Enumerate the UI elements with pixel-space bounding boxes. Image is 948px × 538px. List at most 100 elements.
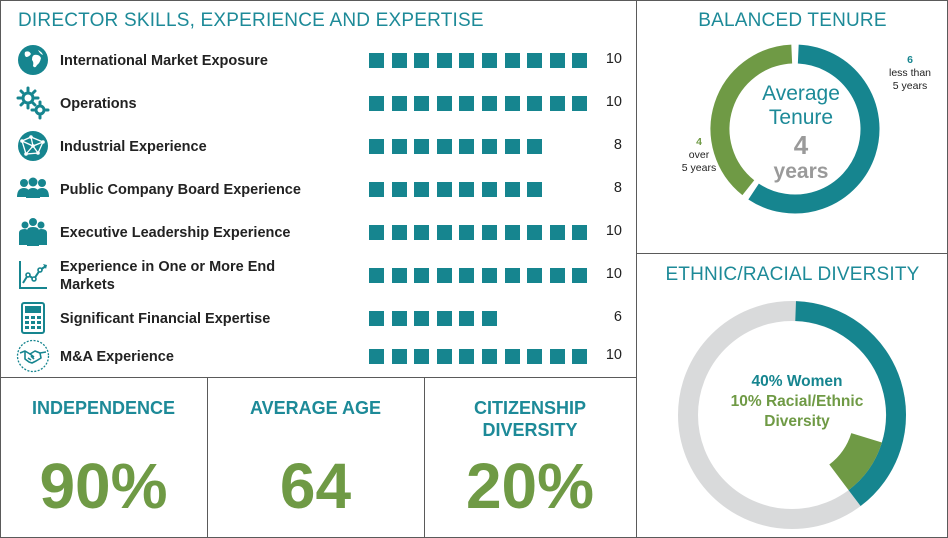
skills-panel: DIRECTOR SKILLS, EXPERIENCE AND EXPERTIS… <box>0 0 636 377</box>
diversity-panel: ETHNIC/RACIAL DIVERSITY 40% Women 10% Ra… <box>637 254 948 538</box>
skill-label: Operations <box>60 96 137 112</box>
skill-bar-unit <box>414 139 430 154</box>
skill-row: Operations 10 <box>14 83 628 123</box>
skill-bar-unit <box>527 268 543 283</box>
skill-bar-unit <box>504 96 520 111</box>
skill-bar <box>369 139 599 154</box>
skill-label: Industrial Experience <box>60 139 207 155</box>
skill-bar-unit <box>459 225 475 240</box>
skill-bar-unit <box>459 349 475 364</box>
skill-bar-unit <box>436 53 452 68</box>
tenure-title: BALANCED TENURE <box>698 10 887 31</box>
skill-bar-unit <box>391 182 407 197</box>
tenure-label-over-line1: over <box>688 149 710 161</box>
skill-bar-unit <box>527 139 543 154</box>
leadership-icon <box>16 215 50 249</box>
diversity-women-label: 40% Women <box>751 373 843 390</box>
skill-label: Experience in One or More End Markets <box>60 259 276 293</box>
skill-bar-unit <box>414 225 430 240</box>
skill-bar-unit <box>391 96 407 111</box>
diversity-title: ETHNIC/RACIAL DIVERSITY <box>665 264 920 285</box>
skill-bar-unit <box>369 182 384 197</box>
divider-stat-1 <box>207 377 208 538</box>
tenure-panel: BALANCED TENURE Average Tenure 4 years 6… <box>637 0 948 253</box>
skill-bar-unit <box>414 53 430 68</box>
skill-bar-unit <box>391 225 407 240</box>
skill-bar-unit <box>459 53 475 68</box>
skill-row: Significant Financial Expertise 6 <box>14 298 628 338</box>
independence-value: 90% <box>39 450 168 522</box>
skill-bar-unit <box>369 225 384 240</box>
skill-bar-unit <box>549 225 565 240</box>
skill-bar-unit <box>459 311 475 326</box>
divider-skills-bottom <box>0 377 636 378</box>
average-age-value: 64 <box>279 450 352 522</box>
citizenship-panel: CITIZENSHIP DIVERSITY 20% <box>424 377 636 538</box>
skill-row: M&A Experience 10 <box>14 336 628 376</box>
skill-label: Executive Leadership Experience <box>60 225 291 241</box>
skill-bar-unit <box>572 268 588 283</box>
tenure-segment-over-5 <box>710 44 793 196</box>
tenure-center-line2: Tenure <box>768 106 834 129</box>
skill-bar <box>369 225 599 240</box>
skill-bar-unit <box>549 349 565 364</box>
skill-bar-unit <box>549 53 565 68</box>
skill-bar-unit <box>527 53 543 68</box>
skill-bar-unit <box>369 268 384 283</box>
tenure-center-value: 4 <box>793 130 809 160</box>
tenure-label-less-than-line2: 5 years <box>892 80 928 92</box>
tenure-center-line1: Average <box>762 82 840 105</box>
citizenship-title-line2: DIVERSITY <box>482 420 578 440</box>
diversity-racial-line1: 10% Racial/Ethnic <box>730 393 864 410</box>
skill-bar-unit <box>436 225 452 240</box>
tenure-label-over: 4 over 5 years <box>673 136 725 175</box>
independence-panel: INDEPENDENCE 90% <box>0 377 207 538</box>
globe-icon <box>16 43 50 77</box>
skill-value: 8 <box>613 137 622 153</box>
gears-icon <box>16 86 50 120</box>
average-age-panel: AVERAGE AGE 64 <box>207 377 424 538</box>
skill-bar <box>369 182 599 197</box>
skill-label: M&A Experience <box>60 349 174 365</box>
skill-row: Public Company Board Experience 8 <box>14 169 628 209</box>
line-chart-icon <box>16 258 50 292</box>
skill-bar-unit <box>527 96 543 111</box>
skill-bar-unit <box>504 182 520 197</box>
citizenship-title-line1: CITIZENSHIP <box>473 398 586 418</box>
skill-bar-unit <box>527 225 543 240</box>
skill-row: International Market Exposure 10 <box>14 40 628 80</box>
skills-title: DIRECTOR SKILLS, EXPERIENCE AND EXPERTIS… <box>18 10 484 31</box>
divider-main <box>636 0 637 538</box>
skill-bar-unit <box>436 139 452 154</box>
skill-bar-unit <box>459 268 475 283</box>
skill-bar-unit <box>459 139 475 154</box>
skill-bar-unit <box>459 182 475 197</box>
skill-bar-unit <box>527 349 543 364</box>
tenure-label-over-line2: 5 years <box>681 162 717 174</box>
skill-label: International Market Exposure <box>60 53 268 69</box>
divider-right <box>636 253 948 254</box>
skill-bar-unit <box>482 96 497 111</box>
skill-bar-unit <box>436 182 452 197</box>
skill-bar <box>369 53 599 68</box>
skill-value: 10 <box>605 266 622 282</box>
citizenship-value: 20% <box>465 450 595 522</box>
tenure-label-less-than-line1: less than <box>888 67 932 79</box>
skill-bar-unit <box>369 96 384 111</box>
independence-title: INDEPENDENCE <box>31 398 176 418</box>
diversity-center: 40% Women 10% Racial/Ethnic Diversity <box>697 372 897 432</box>
skill-bar-unit <box>482 349 497 364</box>
skill-bar <box>369 268 599 283</box>
skill-value: 10 <box>605 94 622 110</box>
skill-row: Industrial Experience 8 <box>14 126 628 166</box>
skill-bar-unit <box>414 96 430 111</box>
skill-bar-unit <box>369 349 384 364</box>
skill-row: Experience in One or More End Markets 10 <box>14 255 628 295</box>
skill-bar <box>369 96 599 111</box>
tenure-segment-less-than-5 <box>748 44 880 214</box>
skill-bar-unit <box>482 139 497 154</box>
skill-bar-unit <box>482 53 497 68</box>
skill-bar-unit <box>436 349 452 364</box>
average-age-title: AVERAGE AGE <box>249 398 382 418</box>
skill-bar-unit <box>572 349 588 364</box>
